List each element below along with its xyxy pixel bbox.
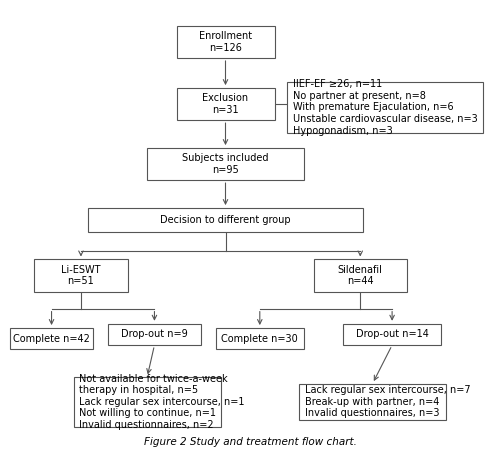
Bar <box>34 259 128 291</box>
Bar <box>176 26 274 58</box>
Bar <box>343 324 441 345</box>
Text: Li-ESWT
n=51: Li-ESWT n=51 <box>61 265 100 286</box>
Text: Enrollment
n=126: Enrollment n=126 <box>199 31 252 53</box>
Text: Complete n=30: Complete n=30 <box>222 334 298 344</box>
Bar <box>216 328 304 350</box>
Bar <box>287 82 483 133</box>
Bar <box>74 377 221 427</box>
Bar <box>176 88 274 120</box>
Text: Drop-out n=9: Drop-out n=9 <box>121 329 188 340</box>
Text: IIEF-EF ≥26, n=11
No partner at present, n=8
With premature Ejaculation, n=6
Uns: IIEF-EF ≥26, n=11 No partner at present,… <box>292 79 478 136</box>
Text: Exclusion
n=31: Exclusion n=31 <box>202 93 248 115</box>
Bar <box>299 384 446 420</box>
Bar <box>314 259 407 291</box>
Text: Not available for twice-a-week
therapy in hospital, n=5
Lack regular sex interco: Not available for twice-a-week therapy i… <box>80 374 245 430</box>
Bar <box>10 328 93 350</box>
Text: Subjects included
n=95: Subjects included n=95 <box>182 153 269 175</box>
Text: Lack regular sex intercourse, n=7
Break-up with partner, n=4
Invalid questionnai: Lack regular sex intercourse, n=7 Break-… <box>305 385 470 419</box>
Text: Figure 2 Study and treatment flow chart.: Figure 2 Study and treatment flow chart. <box>144 437 356 447</box>
Text: Drop-out n=14: Drop-out n=14 <box>356 329 428 340</box>
Bar <box>88 208 362 232</box>
Bar <box>147 148 304 180</box>
Bar <box>108 324 201 345</box>
Text: Decision to different group: Decision to different group <box>160 215 291 225</box>
Text: Complete n=42: Complete n=42 <box>13 334 90 344</box>
Text: Sildenafil
n=44: Sildenafil n=44 <box>338 265 382 286</box>
